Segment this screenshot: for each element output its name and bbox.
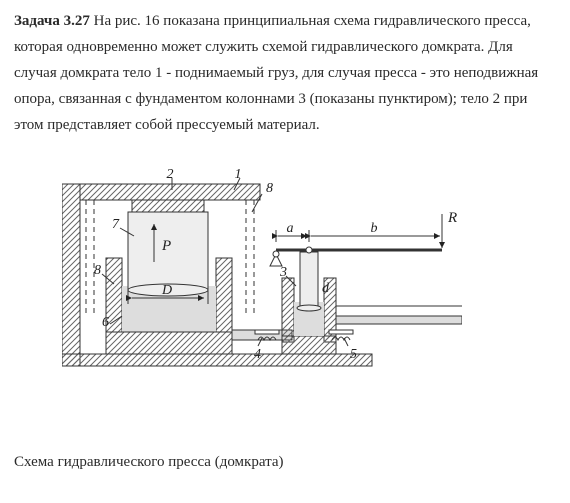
label-8b: 8 [94, 263, 101, 278]
label-5: 5 [350, 347, 357, 362]
label-R: R [447, 210, 457, 226]
problem-text: Задача 3.27 На рис. 16 показана принципи… [14, 8, 556, 138]
label-6: 6 [102, 315, 109, 330]
press-schematic-svg: 2 1 8 7 8 6 3 4 5 P D d a b R [62, 166, 462, 384]
label-4: 4 [254, 347, 261, 362]
label-b: b [371, 221, 378, 236]
label-7: 7 [112, 217, 120, 232]
label-D: D [161, 283, 172, 298]
figure-caption: Схема гидравлического пресса (домкрата) [14, 449, 556, 475]
label-a: a [287, 221, 294, 236]
label-1: 1 [235, 167, 242, 182]
label-d: d [322, 281, 330, 296]
label-2: 2 [167, 167, 174, 182]
label-3: 3 [279, 265, 287, 280]
press-schematic-figure: 2 1 8 7 8 6 3 4 5 P D d a b R [62, 166, 556, 389]
label-8a: 8 [266, 181, 273, 196]
label-P: P [161, 238, 171, 254]
problem-body: На рис. 16 показана принципиальная схема… [14, 13, 538, 133]
problem-label: Задача 3.27 [14, 13, 90, 29]
